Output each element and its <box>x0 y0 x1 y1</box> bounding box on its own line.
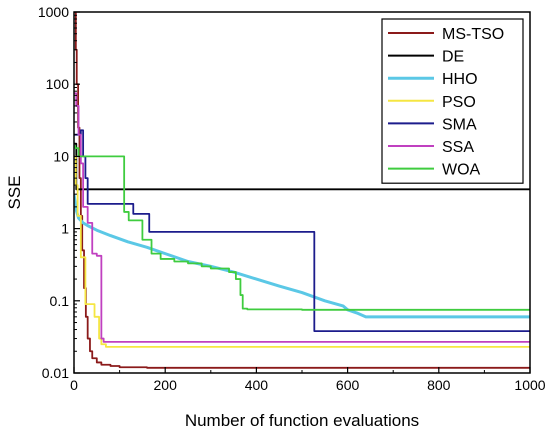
legend-label: WOA <box>442 162 481 179</box>
x-tick-label: 600 <box>336 377 360 393</box>
series-line-hho <box>74 193 530 319</box>
legend-label: PSO <box>442 94 476 111</box>
series-line-sma <box>74 129 530 333</box>
legend-label: HHO <box>442 71 478 88</box>
x-tick-label: 400 <box>245 377 269 393</box>
legend-label: DE <box>442 49 464 66</box>
series-line-pso <box>74 155 530 348</box>
legend-label: MS-TSO <box>442 26 504 43</box>
legend: MS-TSO DE HHO PSO SMA SSA WOA <box>381 18 524 184</box>
legend-label: SSA <box>442 139 474 156</box>
y-tick-label: 10 <box>53 148 69 164</box>
y-tick-label: 0.01 <box>42 365 69 381</box>
x-tick-label: 0 <box>70 377 78 393</box>
legend-label: SMA <box>442 116 477 133</box>
y-tick-label: 0.1 <box>50 293 70 309</box>
y-axis-title: SSE <box>5 175 24 209</box>
x-axis: 0 200 400 600 800 1000 <box>70 367 546 393</box>
x-tick-label: 800 <box>427 377 451 393</box>
y-axis: 0.01 0.1 1 10 100 1000 <box>38 4 80 381</box>
y-tick-label: 1 <box>61 221 69 237</box>
series-line-woa <box>74 144 530 311</box>
series-layer <box>74 12 530 369</box>
y-tick-label: 1000 <box>38 4 69 20</box>
series-line-ssa <box>74 92 530 343</box>
x-tick-label: 1000 <box>514 377 545 393</box>
y-tick-label: 100 <box>46 76 70 92</box>
x-tick-label: 200 <box>154 377 178 393</box>
x-axis-title: Number of function evaluations <box>185 411 419 430</box>
